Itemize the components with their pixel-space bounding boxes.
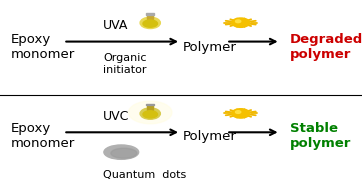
- Ellipse shape: [143, 20, 157, 27]
- Text: Organic
initiator: Organic initiator: [103, 53, 147, 75]
- Circle shape: [232, 18, 250, 27]
- Text: UVC: UVC: [103, 110, 130, 123]
- Circle shape: [236, 20, 241, 23]
- Text: Epoxy
monomer: Epoxy monomer: [11, 122, 75, 150]
- Bar: [147, 13, 154, 15]
- Text: Degraded
polymer: Degraded polymer: [290, 33, 362, 61]
- Bar: [147, 15, 153, 19]
- Bar: [147, 105, 153, 110]
- Circle shape: [236, 111, 241, 113]
- Text: UVA: UVA: [103, 19, 129, 32]
- Text: Quantum  dots: Quantum dots: [103, 170, 186, 180]
- Ellipse shape: [111, 148, 137, 158]
- Ellipse shape: [129, 101, 172, 124]
- Ellipse shape: [140, 108, 160, 119]
- Circle shape: [232, 109, 250, 118]
- Text: Stable
polymer: Stable polymer: [290, 122, 351, 150]
- Ellipse shape: [104, 145, 139, 159]
- Text: Polymer: Polymer: [183, 130, 237, 143]
- Bar: [147, 104, 154, 105]
- Text: Epoxy
monomer: Epoxy monomer: [11, 33, 75, 61]
- Text: Polymer: Polymer: [183, 41, 237, 54]
- Ellipse shape: [140, 17, 160, 29]
- Ellipse shape: [143, 111, 157, 118]
